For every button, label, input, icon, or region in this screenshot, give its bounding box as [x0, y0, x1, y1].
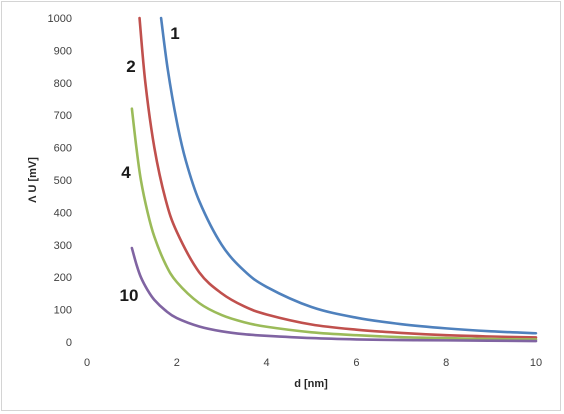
x-tick-label: 2	[174, 357, 180, 369]
x-tick-label: 10	[530, 357, 542, 369]
y-tick-label: 700	[54, 110, 72, 122]
y-tick-label: 100	[54, 305, 72, 317]
y-tick-label: 800	[54, 78, 72, 90]
x-tick-label: 6	[353, 357, 359, 369]
y-tick-label: 200	[54, 272, 72, 284]
series-label-2: 2	[126, 57, 135, 76]
y-tick-label: 300	[54, 240, 72, 252]
series-label-1: 1	[170, 24, 179, 43]
x-tick-label: 0	[84, 357, 90, 369]
y-axis-title: Λ U [mV]	[27, 157, 39, 203]
x-axis-title: d [nm]	[294, 378, 328, 390]
series-line-2	[138, 16, 538, 339]
series-line-1	[159, 16, 538, 335]
series-label-4: 4	[121, 163, 131, 182]
y-tick-label: 400	[54, 207, 72, 219]
y-tick-label: 1000	[48, 13, 72, 25]
x-tick-label: 4	[264, 357, 270, 369]
series-label-10: 10	[120, 286, 139, 305]
series-line-10	[130, 246, 538, 343]
y-tick-label: 500	[54, 175, 72, 187]
series-line-4	[130, 107, 538, 341]
y-tick-label: 600	[54, 143, 72, 155]
x-tick-label: 8	[443, 357, 449, 369]
y-tick-label: 900	[54, 45, 72, 57]
y-tick-label: 0	[66, 337, 72, 349]
